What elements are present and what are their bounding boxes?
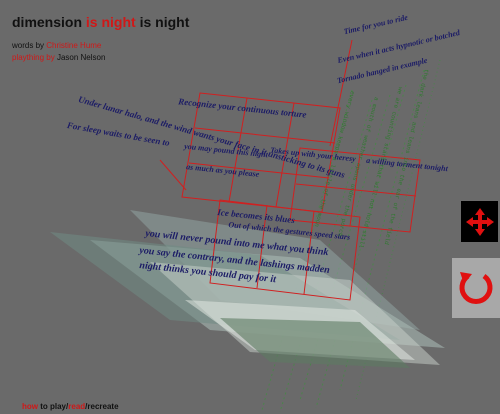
to-play-link[interactable]: to play: [38, 402, 67, 411]
bottom-links: how to play/read/recreate: [22, 402, 119, 411]
rotate-reset-icon: [459, 272, 493, 304]
credit-words-author[interactable]: Christine Hume: [46, 41, 102, 50]
title-word-is-night-red: is night: [85, 14, 136, 30]
red-grid: [159, 39, 421, 301]
read-link[interactable]: read: [68, 402, 86, 411]
reset-control-button[interactable]: [452, 258, 500, 318]
credits: words by Christine Hume plaything by Jas…: [12, 40, 105, 64]
title-word-dimension: dimension: [12, 14, 83, 30]
credit-plaything-author[interactable]: Jason Nelson: [56, 53, 106, 62]
page-title: dimension is night is night: [12, 14, 189, 30]
credit-plaything: plaything by Jason Nelson: [12, 52, 105, 64]
recreate-link[interactable]: recreate: [87, 402, 119, 411]
move-arrows-icon: [465, 207, 494, 236]
credit-words: words by Christine Hume: [12, 40, 105, 52]
title-word-is-night: is night: [139, 14, 190, 30]
how-link[interactable]: how: [22, 402, 38, 411]
credit-words-label: words by: [12, 41, 45, 50]
move-control-button[interactable]: [461, 201, 498, 242]
separator: /: [85, 402, 88, 411]
credit-plaything-label: plaything by: [12, 53, 55, 62]
separator: /: [66, 402, 69, 411]
